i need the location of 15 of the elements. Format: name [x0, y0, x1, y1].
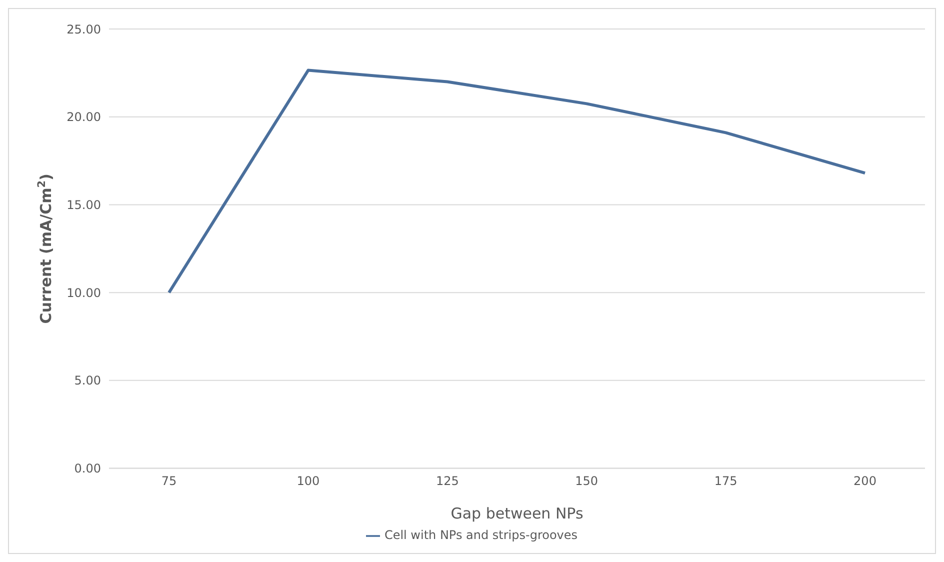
- y-tick-label: 10.00: [66, 286, 101, 300]
- line-series: [168, 68, 866, 294]
- x-tick-label: 200: [854, 474, 876, 488]
- x-tick-label: 125: [436, 474, 459, 488]
- y-tick-label: 15.00: [66, 198, 101, 212]
- y-tick-label: 0.00: [74, 462, 101, 476]
- y-tick-label: 25.00: [66, 22, 101, 36]
- x-axis-title: Gap between NPs: [450, 504, 584, 522]
- x-tick-label: 100: [296, 474, 320, 488]
- y-tick-label: 5.00: [74, 374, 101, 388]
- x-tick-label: 150: [575, 474, 598, 488]
- x-tick-label: 75: [161, 474, 177, 488]
- y-tick-label: 20.00: [66, 110, 101, 124]
- legend-label: Cell with NPs and strips-grooves: [384, 528, 578, 542]
- x-tick-label: 175: [714, 474, 738, 488]
